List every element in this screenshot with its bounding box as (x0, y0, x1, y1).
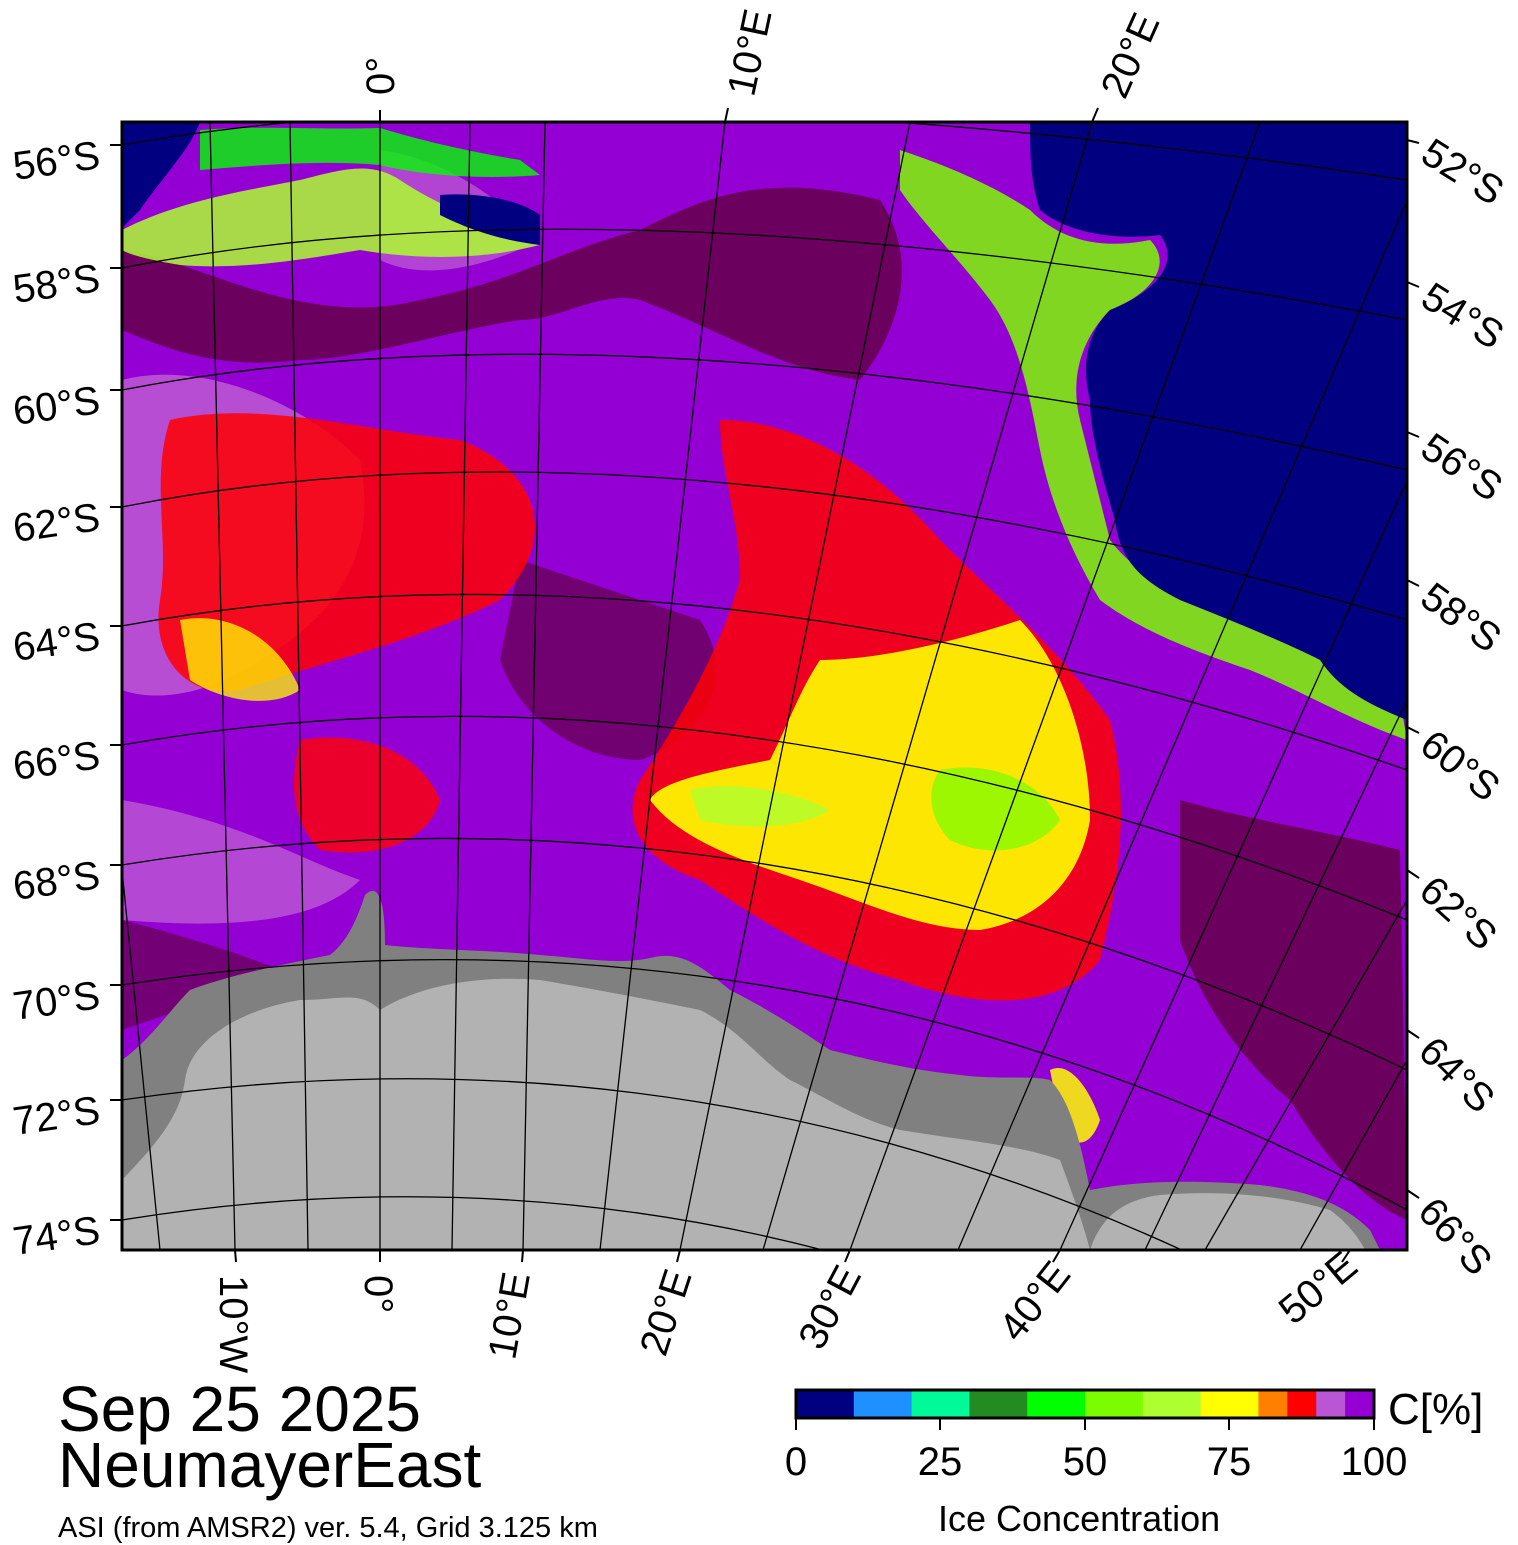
region-name: NeumayerEast (58, 1429, 482, 1501)
colorbar-cell (1085, 1390, 1144, 1418)
lat-label-66s-right: 66°S (1409, 1190, 1500, 1284)
map-frame (120, 120, 1409, 1252)
ice-yellow-center (650, 620, 1090, 930)
ice-edge-north-strip (200, 127, 540, 177)
lat-label-66s: 66°S (10, 733, 102, 789)
right-latitude-labels: 52°S 54°S 56°S 58°S 60°S 62°S 64°S 66°S (1406, 130, 1511, 1284)
colorbar-cell (796, 1390, 855, 1418)
lon-label-bottom-40e: 40°E (991, 1253, 1079, 1349)
lat-label-64s: 64°S (10, 614, 102, 670)
top-longitude-labels: 0° 10°E 20°E (359, 5, 1169, 123)
lat-label-58s: 58°S (10, 256, 102, 312)
lon-label-top-0: 0° (359, 57, 403, 95)
lat-label-60s: 60°S (10, 378, 102, 434)
bottom-longitude-labels: 10°W 0° 10°E 20°E 30°E 40°E 50°E (211, 1243, 1366, 1373)
ice-high-concentration-east (1180, 800, 1407, 1220)
data-source: ASI (from AMSR2) ver. 5.4, Grid 3.125 km (58, 1512, 598, 1544)
ice-edge-northeast (900, 150, 1407, 740)
lon-label-bottom-10e: 10°E (480, 1269, 538, 1362)
colorbar-cell (969, 1390, 1028, 1418)
ice-green-center (931, 767, 1060, 851)
lat-label-60s-right: 60°S (1412, 722, 1508, 810)
ice-yellow-west (180, 618, 300, 701)
colorbar-tick-50: 50 (1062, 1440, 1108, 1484)
colorbar-cell (1027, 1390, 1086, 1418)
colorbar (794, 1388, 1376, 1430)
antarctic-land-east (1090, 1193, 1365, 1250)
ice-orchid-south (122, 800, 360, 924)
map-date: Sep 25 2025 (58, 1373, 421, 1445)
colorbar-cell (1287, 1390, 1317, 1418)
ice-red-west (158, 413, 535, 692)
ice-high-concentration-southwest (122, 920, 330, 1030)
open-water-northeast (1030, 122, 1407, 720)
lat-label-68s: 68°S (10, 853, 102, 909)
map-area (122, 122, 1407, 1250)
ice-high-concentration-center (500, 560, 717, 760)
ice-red-southwest (294, 737, 440, 853)
lon-label-bottom-0: 0° (356, 1275, 400, 1313)
lat-label-58s-right: 58°S (1413, 574, 1509, 661)
lon-label-bottom-10w: 10°W (211, 1275, 255, 1373)
left-latitude-labels: 56°S 58°S 60°S 62°S 64°S 66°S 68°S 70°S … (10, 133, 122, 1264)
colorbar-cell (1345, 1390, 1375, 1418)
graticule-parallels (122, 122, 1407, 1250)
colorbar-cell (1258, 1390, 1288, 1418)
colorbar-title: Ice Concentration (938, 1498, 1221, 1539)
antarctic-land (122, 978, 1090, 1250)
colorbar-cell (853, 1390, 913, 1418)
colorbar-cell (1316, 1390, 1346, 1418)
lat-label-62s-right: 62°S (1411, 868, 1505, 959)
colorbar-unit-label: C[%] (1388, 1385, 1484, 1434)
graticule-meridians (122, 122, 1407, 1250)
colorbar-cell (1200, 1390, 1259, 1418)
lat-label-72s: 72°S (10, 1088, 102, 1144)
lat-label-56s: 56°S (10, 133, 102, 189)
lat-label-74s: 74°S (10, 1208, 102, 1264)
colorbar-tick-25: 25 (917, 1440, 963, 1484)
open-water-north-pocket (440, 194, 540, 245)
lat-label-64s-right: 64°S (1410, 1029, 1503, 1122)
lat-label-56s-right: 56°S (1413, 425, 1510, 510)
lat-label-54s-right: 54°S (1414, 274, 1511, 358)
colorbar-tick-75: 75 (1206, 1440, 1252, 1484)
ice-high-concentration-north (122, 187, 902, 380)
lon-label-bottom-30e: 30°E (790, 1259, 870, 1357)
lat-label-52s: 52°S (1414, 130, 1511, 214)
colorbar-cells (796, 1390, 1375, 1418)
ice-edge-north (122, 168, 540, 267)
lat-label-70s: 70°S (10, 973, 102, 1029)
open-water-northwest (122, 122, 200, 228)
colorbar-cell (1142, 1390, 1202, 1418)
lat-label-62s: 62°S (10, 495, 102, 551)
colorbar-cell (911, 1390, 970, 1418)
lon-label-top-20e: 20°E (1093, 7, 1169, 105)
colorbar-tick-100: 100 (1340, 1440, 1408, 1484)
lon-label-bottom-50e: 50°E (1271, 1243, 1366, 1333)
ice-green-center-west (690, 786, 830, 827)
lon-label-top-10e: 10°E (719, 5, 780, 99)
lon-label-bottom-20e: 20°E (632, 1264, 701, 1361)
colorbar-tick-0: 0 (784, 1440, 808, 1484)
